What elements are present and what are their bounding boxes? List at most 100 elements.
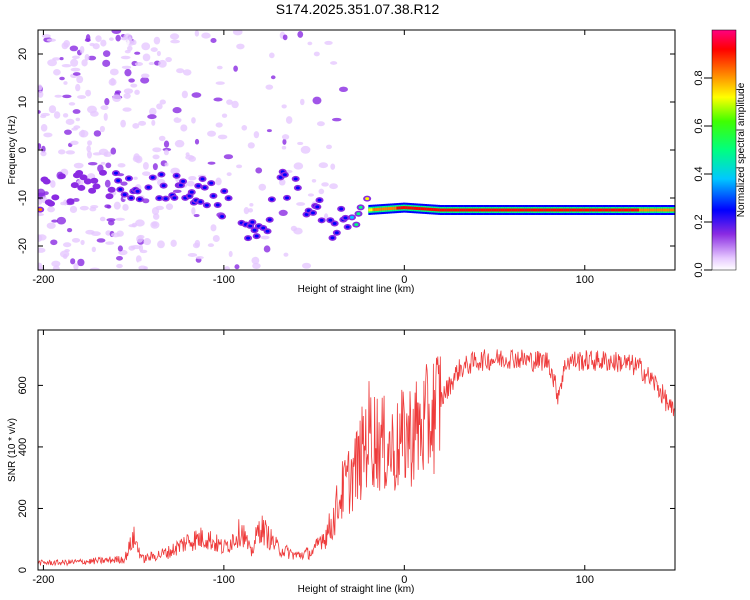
noise-blob [307, 193, 315, 197]
track-core [617, 208, 620, 212]
track-blob-core [330, 236, 335, 240]
noise-blob [172, 189, 182, 193]
track-core [396, 206, 399, 210]
noise-blob [68, 102, 76, 106]
track-blob-core [178, 183, 183, 187]
track-blob-core [79, 186, 84, 190]
noise-blob [87, 140, 93, 146]
noise-blob [258, 183, 267, 191]
track-blob-core [68, 199, 73, 203]
noise-blob [180, 124, 188, 132]
noise-blob [66, 228, 73, 233]
noise-blob [84, 54, 90, 61]
noise-blob [100, 161, 106, 165]
noise-blob [330, 163, 336, 170]
noise-blob [172, 107, 182, 114]
noise-blob [43, 132, 53, 138]
track-core [402, 206, 406, 210]
track-core [370, 208, 373, 212]
noise-blob [70, 258, 76, 265]
track-core [515, 208, 518, 212]
track-core [647, 208, 651, 212]
noise-blob [155, 205, 164, 211]
noise-blob [171, 159, 179, 165]
noise-blob [73, 162, 84, 169]
track-core [478, 208, 482, 212]
track-blob-core [349, 215, 354, 219]
noise-blob [38, 247, 46, 253]
track-core [387, 207, 391, 211]
noise-blob [75, 83, 81, 92]
noise-blob [165, 203, 174, 210]
noise-blob [100, 39, 107, 47]
noise-blob [124, 39, 130, 46]
noise-blob [318, 162, 329, 169]
track-core [524, 208, 527, 212]
noise-blob [194, 30, 200, 37]
noise-blob [147, 114, 157, 120]
noise-blob [70, 67, 81, 72]
track-core [628, 208, 631, 212]
track-core [511, 208, 514, 212]
track-blob-core [198, 200, 203, 204]
track-blob-core [250, 220, 255, 224]
noise-blob [231, 100, 239, 109]
noise-blob [232, 30, 243, 36]
track-core [441, 208, 445, 212]
track-core [578, 208, 581, 212]
track-blob-core [222, 189, 227, 193]
track-core [580, 208, 583, 212]
track-core [389, 206, 393, 210]
track-blob-core [265, 229, 270, 233]
track-core [519, 208, 523, 212]
noise-blob [64, 129, 72, 135]
noise-blob [177, 115, 188, 119]
noise-blob [207, 161, 216, 165]
track-blob-core [116, 179, 121, 183]
noise-blob [312, 96, 322, 105]
track-core [383, 207, 386, 211]
noise-blob [137, 260, 148, 265]
noise-blob [318, 188, 325, 195]
track-core [435, 208, 438, 212]
noise-blob [260, 235, 270, 240]
noise-blob [153, 213, 160, 220]
track-core [567, 208, 570, 212]
snr-y-tick-label: 0 [17, 567, 29, 573]
track-blob-core [137, 197, 142, 201]
track-core [465, 208, 469, 212]
track-core [381, 207, 384, 211]
track-core [491, 208, 495, 212]
track-blob-core [254, 234, 259, 238]
noise-blob [207, 130, 217, 137]
track-core [517, 208, 521, 212]
noise-blob [46, 222, 56, 229]
track-blob-core [90, 189, 95, 193]
noise-blob [115, 217, 125, 221]
track-blob-core [215, 203, 220, 207]
track-blob-core [354, 223, 359, 227]
noise-blob [282, 34, 288, 41]
noise-blob [105, 241, 115, 245]
noise-blob [194, 239, 201, 248]
noise-blob [142, 171, 151, 176]
noise-blob [302, 189, 311, 194]
track-core [420, 207, 423, 211]
track-core [608, 208, 612, 212]
noise-blob [324, 40, 333, 45]
track-core [394, 206, 397, 210]
track-core [496, 208, 499, 212]
noise-blob [81, 59, 88, 67]
track-core [654, 208, 657, 212]
noise-blob [80, 239, 85, 246]
track-blob-core [129, 196, 134, 200]
track-core [502, 208, 505, 212]
noise-blob [201, 32, 211, 39]
noise-blob [240, 100, 250, 108]
noise-blob [138, 244, 144, 252]
track-blob-core [59, 174, 64, 178]
noise-blob [136, 235, 144, 243]
noise-blob [174, 139, 185, 148]
noise-blob [108, 220, 115, 226]
noise-blob [158, 59, 167, 68]
